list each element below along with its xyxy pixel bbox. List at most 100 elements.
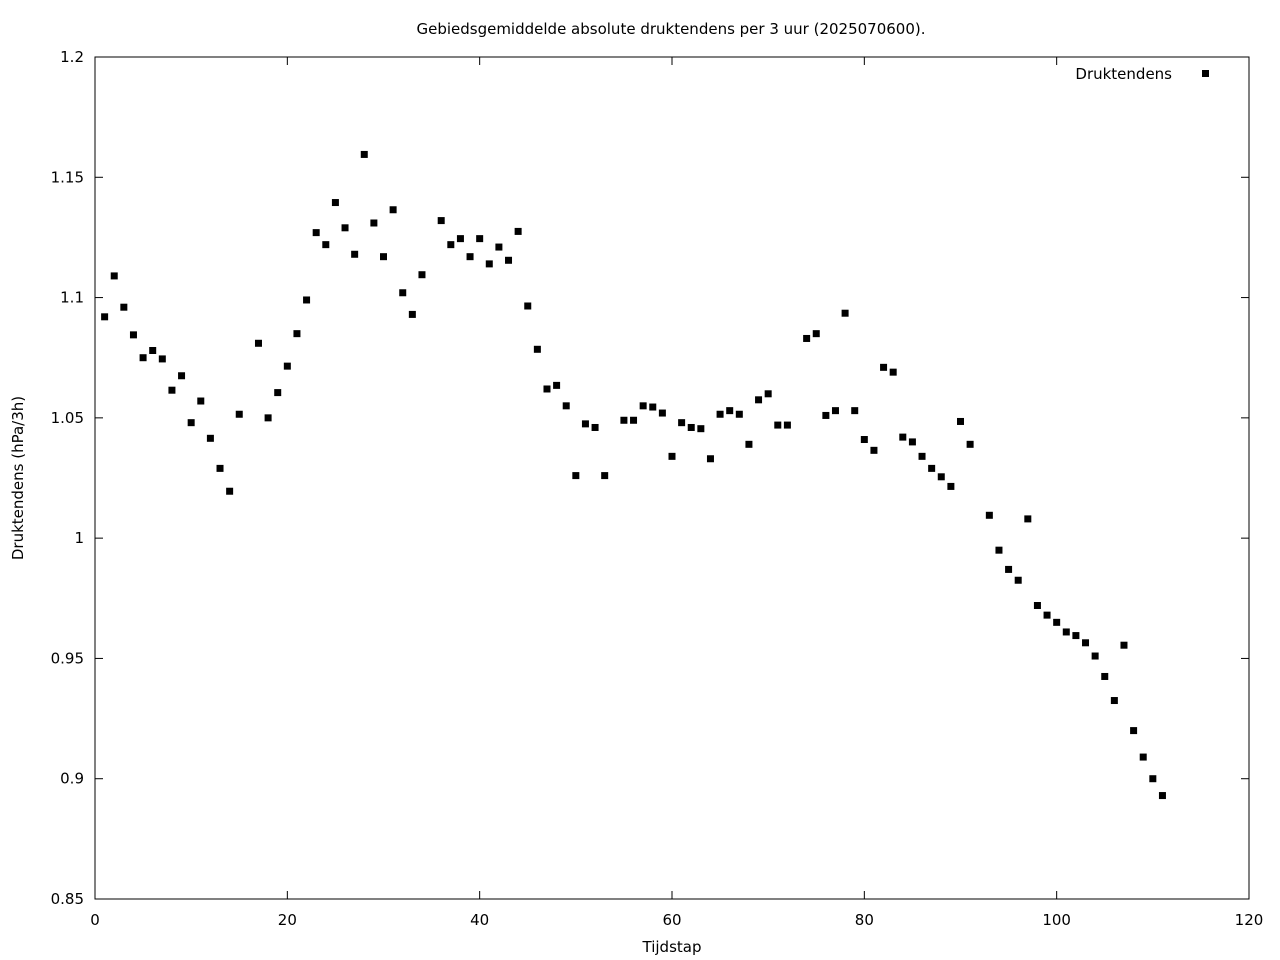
data-point [418,271,426,279]
data-point [283,362,291,370]
data-point [1005,565,1013,573]
data-point [745,440,753,448]
data-point [1120,641,1128,649]
data-point [1043,611,1051,619]
data-point [591,423,599,431]
data-point [966,440,974,448]
x-tick-label: 80 [855,911,874,929]
data-point [1072,632,1080,640]
y-tick-labels: 0.85 0.9 0.95 1 1.05 1.1 1.15 1.2 [51,48,84,908]
data-point [851,407,859,415]
data-point [120,303,128,311]
data-point [581,420,589,428]
data-point [735,410,743,418]
data-point [293,330,301,338]
data-point [860,436,868,444]
data-point [187,419,195,427]
legend-marker [1202,70,1209,77]
y-tick-label: 0.85 [51,890,84,908]
data-point [456,235,464,243]
data-point [149,346,157,354]
data-point [803,334,811,342]
data-point [668,452,676,460]
data-point [1033,602,1041,610]
data-point [264,414,272,422]
data-point [899,433,907,441]
data-point [139,354,147,362]
data-point [274,389,282,397]
data-point [1053,618,1061,626]
data-point [312,229,320,237]
x-axis-label: Tijdstap [642,938,702,956]
y-tick-label: 1.05 [51,409,84,427]
data-point [822,411,830,419]
y-tick-label: 0.9 [60,770,84,788]
data-point [947,482,955,490]
data-point [476,235,484,243]
data-point [1158,792,1166,800]
data-point [774,421,782,429]
data-point [1062,628,1070,636]
data-point [178,372,186,380]
data-point [678,419,686,427]
data-point [764,390,772,398]
data-point [533,345,541,353]
data-point [783,421,791,429]
data-point [216,464,224,472]
y-tick-label: 1.2 [60,48,84,66]
data-point [505,256,513,264]
data-point [197,397,205,405]
data-point [1101,672,1109,680]
chart-title: Gebiedsgemiddelde absolute druktendens p… [416,20,925,38]
x-tick-label: 100 [1042,911,1071,929]
data-point [254,339,262,347]
x-tick-labels: 0 20 40 60 80 100 120 [90,911,1263,929]
data-point [572,472,580,480]
data-point [553,381,561,389]
x-tick-label: 40 [470,911,489,929]
data-point [543,385,551,393]
data-point [351,250,359,258]
data-point [697,425,705,433]
y-tick-label: 0.95 [51,649,84,667]
data-point [601,472,609,480]
data-point [129,331,137,339]
y-tick-label: 1.15 [51,168,84,186]
legend: Druktendens [1075,65,1209,83]
data-point [658,409,666,417]
data-point [206,434,214,442]
data-point [341,224,349,232]
data-point [937,473,945,481]
y-axis-label: Druktendens (hPa/3h) [9,396,27,560]
plot-frame [94,56,1250,900]
x-tick-label: 60 [662,911,681,929]
data-point [1014,576,1022,584]
data-point [168,386,176,394]
data-point [1082,639,1090,647]
data-point [524,302,532,310]
data-point [812,330,820,338]
data-point [928,464,936,472]
data-point [995,546,1003,554]
data-point [101,313,109,321]
data-point [466,253,474,261]
data-point [322,241,330,249]
data-point [630,416,638,424]
data-point [831,407,839,415]
data-point [841,309,849,317]
data-point [1139,753,1147,761]
data-point [110,272,118,280]
data-point [1149,775,1157,783]
data-point [495,243,503,251]
y-tick-label: 1.1 [60,289,84,307]
data-point [1024,515,1032,523]
data-point [408,310,416,318]
data-point [485,260,493,268]
data-point [399,289,407,297]
data-points [101,150,1166,800]
data-point [985,511,993,519]
data-point [370,219,378,227]
data-point [389,206,397,214]
y-tick-label: 1 [74,529,84,547]
